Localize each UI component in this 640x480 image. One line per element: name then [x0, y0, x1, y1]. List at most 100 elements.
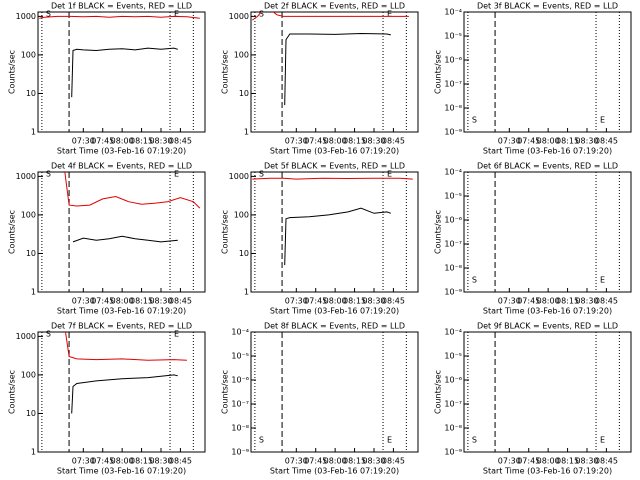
y-tick-label: 10 — [239, 249, 249, 258]
y-tick-label: 10⁻⁶ — [444, 216, 462, 225]
y-axis-label: Counts/sec — [221, 210, 230, 254]
series-line — [284, 207, 391, 266]
x-tick-label: 08:15 — [343, 297, 366, 306]
y-axis-label: Counts/sec — [434, 210, 443, 254]
series-line — [252, 12, 409, 21]
panel: Det 3f BLACK = Events, RED = LLD Counts/s… — [434, 2, 632, 156]
annotation: S — [46, 10, 51, 19]
y-tick-label: 1 — [244, 128, 249, 137]
x-tick-label: 08:30 — [362, 297, 385, 306]
series-line — [71, 47, 178, 98]
x-tick-label: 08:45 — [382, 137, 405, 146]
y-tick-label: 10⁻⁴ — [231, 328, 249, 337]
panel: Det 9f BLACK = Events, RED = LLD Counts/s… — [434, 322, 632, 476]
x-tick-label: 07:45 — [304, 137, 327, 146]
x-tick-label: 07:30 — [498, 297, 521, 306]
x-tick-label: 07:30 — [285, 297, 308, 306]
y-tick-label: 100 — [21, 50, 36, 59]
x-tick-label: 08:45 — [169, 297, 192, 306]
x-tick-label: 08:45 — [169, 137, 192, 146]
annotation: S — [46, 170, 51, 179]
x-tick-label: 07:30 — [498, 137, 521, 146]
x-tick-label: 08:15 — [556, 457, 579, 466]
annotation: S — [259, 10, 264, 19]
x-tick-label: 08:15 — [343, 137, 366, 146]
axes-frame — [250, 331, 419, 453]
x-tick-label: 07:45 — [304, 297, 327, 306]
y-tick-label: 100 — [21, 210, 36, 219]
x-tick-label: 08:15 — [343, 457, 366, 466]
y-tick-label: 10⁻⁷ — [444, 240, 462, 249]
annotation: S — [259, 170, 264, 179]
x-tick-label: 08:00 — [537, 137, 560, 146]
y-axis-label: Counts/sec — [221, 50, 230, 94]
x-tick-label: 08:45 — [595, 137, 618, 146]
panel: Det 8f BLACK = Events, RED = LLD Counts/s… — [221, 322, 419, 476]
lines — [39, 15, 200, 98]
annotation: E — [174, 170, 179, 179]
x-tick-label: 08:15 — [130, 457, 153, 466]
x-tick-label: 07:45 — [517, 137, 540, 146]
y-tick-label: 1 — [31, 288, 36, 297]
x-tick-label: 07:45 — [517, 297, 540, 306]
x-tick-label: 08:45 — [595, 297, 618, 306]
annotation: E — [387, 436, 392, 445]
x-axis-label: Start Time (03-Feb-16 07:19:20) — [483, 147, 612, 156]
lines — [64, 332, 187, 414]
x-tick-label: 07:30 — [498, 457, 521, 466]
panel: Det 2f BLACK = Events, RED = LLD Counts/s… — [221, 2, 419, 156]
y-tick-label: 10⁻⁷ — [444, 80, 462, 89]
x-tick-label: 07:30 — [72, 137, 95, 146]
y-axis-label: Counts/sec — [434, 50, 443, 94]
x-tick-label: 08:00 — [111, 137, 134, 146]
panel-title: Det 3f BLACK = Events, RED = LLD — [477, 2, 618, 11]
x-axis-label: Start Time (03-Feb-16 07:19:20) — [270, 467, 399, 476]
panel-title: Det 8f BLACK = Events, RED = LLD — [264, 322, 405, 331]
x-tick-label: 08:30 — [149, 457, 172, 466]
axes-frame — [463, 171, 632, 293]
y-tick-label: 10⁻⁶ — [231, 376, 249, 385]
x-tick-label: 08:00 — [324, 457, 347, 466]
y-tick-label: 10⁻⁶ — [444, 376, 462, 385]
panel: Det 4f BLACK = Events, RED = LLD Counts/s… — [8, 162, 206, 316]
y-tick-label: 10⁻⁵ — [444, 352, 462, 361]
y-tick-label: 10⁻⁸ — [444, 264, 462, 273]
axes-frame — [250, 171, 419, 293]
annotation: S — [472, 116, 477, 125]
x-tick-label: 07:45 — [517, 457, 540, 466]
x-axis-label: Start Time (03-Feb-16 07:19:20) — [270, 307, 399, 316]
x-axis-label: Start Time (03-Feb-16 07:19:20) — [483, 307, 612, 316]
series-line — [64, 332, 187, 361]
x-axis-label: Start Time (03-Feb-16 07:19:20) — [57, 147, 186, 156]
y-tick-label: 10⁻⁵ — [444, 32, 462, 41]
annotation: E — [387, 10, 392, 19]
x-tick-label: 08:45 — [595, 457, 618, 466]
x-tick-label: 08:15 — [556, 297, 579, 306]
axes-frame — [37, 11, 206, 133]
panel: Det 7f BLACK = Events, RED = LLD Counts/s… — [8, 322, 206, 476]
x-tick-label: 08:45 — [382, 297, 405, 306]
annotation: E — [600, 436, 605, 445]
x-tick-label: 08:30 — [362, 137, 385, 146]
lines — [252, 177, 413, 266]
panel-title: Det 4f BLACK = Events, RED = LLD — [51, 162, 192, 171]
panel-title: Det 7f BLACK = Events, RED = LLD — [51, 322, 192, 331]
y-tick-label: 1 — [244, 288, 249, 297]
axes-frame — [463, 331, 632, 453]
x-tick-label: 08:30 — [575, 457, 598, 466]
y-axis-label: Counts/sec — [434, 370, 443, 414]
x-tick-label: 07:30 — [285, 137, 308, 146]
y-axis-label: Counts/sec — [221, 370, 230, 414]
annotation: E — [174, 330, 179, 339]
y-tick-label: 1000 — [16, 12, 36, 21]
y-tick-label: 10⁻⁴ — [444, 168, 462, 177]
panel-title: Det 2f BLACK = Events, RED = LLD — [264, 2, 405, 11]
x-axis-label: Start Time (03-Feb-16 07:19:20) — [57, 467, 186, 476]
series-line — [72, 235, 178, 243]
x-tick-label: 08:00 — [111, 297, 134, 306]
y-tick-label: 1000 — [229, 12, 249, 21]
series-line — [39, 15, 200, 19]
x-axis-label: Start Time (03-Feb-16 07:19:20) — [57, 307, 186, 316]
x-tick-label: 07:45 — [91, 137, 114, 146]
panel-title: Det 5f BLACK = Events, RED = LLD — [264, 162, 405, 171]
